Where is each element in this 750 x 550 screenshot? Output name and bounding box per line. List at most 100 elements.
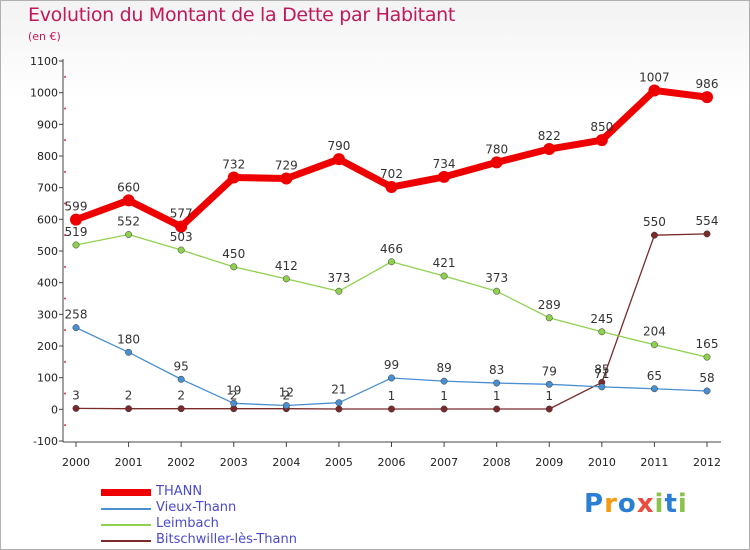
data-label: 1 [388, 389, 396, 403]
data-label: 83 [489, 363, 504, 377]
data-label: 780 [485, 142, 508, 156]
data-point [440, 272, 448, 280]
y-tick-label: 500 [37, 245, 58, 258]
data-label: 1 [545, 389, 553, 403]
data-label: 79 [542, 364, 557, 378]
data-label: 289 [538, 298, 561, 312]
data-label: 2 [230, 389, 238, 403]
legend-swatch [101, 524, 151, 526]
data-point [125, 405, 133, 413]
x-tick-label: 2011 [640, 456, 668, 469]
logo-letter: i [677, 489, 688, 519]
data-label: 577 [170, 207, 193, 221]
x-tick-label: 2008 [483, 456, 511, 469]
data-label: 65 [647, 369, 662, 383]
data-point [388, 258, 395, 266]
data-point [545, 314, 553, 322]
legend-swatch [101, 489, 151, 496]
data-point [703, 353, 711, 361]
logo-letter: i [654, 489, 665, 519]
x-tick-label: 2002 [167, 456, 195, 469]
line-chart: -100010020030040050060070080090010001100… [30, 55, 721, 469]
data-label: 554 [696, 214, 719, 228]
data-label: 3 [72, 388, 80, 402]
data-label: 702 [380, 167, 403, 181]
data-point [388, 374, 395, 382]
data-label: 729 [275, 158, 298, 172]
y-tick-label: 1000 [30, 87, 58, 100]
x-tick-label: 2003 [220, 456, 248, 469]
data-label: 822 [538, 129, 561, 143]
data-point [230, 263, 238, 271]
data-point [388, 405, 395, 413]
data-point [230, 399, 238, 407]
data-point [125, 231, 133, 238]
data-label: 85 [594, 362, 609, 376]
data-point [650, 231, 658, 239]
data-label: 450 [222, 247, 245, 261]
x-tick-label: 2009 [535, 456, 563, 469]
data-point [703, 387, 711, 395]
x-tick-label: 2012 [693, 456, 721, 469]
data-point [122, 194, 135, 207]
x-tick-label: 2005 [325, 456, 353, 469]
data-point [72, 404, 80, 412]
data-label: 12 [279, 386, 294, 400]
data-point [227, 171, 240, 184]
data-point [177, 246, 185, 254]
x-tick-label: 2001 [115, 456, 143, 469]
data-label: 986 [696, 77, 719, 91]
data-point [282, 275, 290, 283]
y-tick-label: 900 [37, 118, 58, 131]
y-tick-label: 700 [37, 182, 58, 195]
data-label: 550 [643, 215, 666, 229]
proxiti-logo: Proxiti [584, 489, 688, 519]
data-label: 1007 [639, 70, 670, 84]
data-point [70, 213, 82, 226]
legend-label: Bitschwiller-lès-Thann [156, 532, 297, 547]
y-minor-dot [64, 424, 66, 427]
unit-label: (en €) [28, 30, 61, 43]
data-point [125, 348, 133, 356]
data-label: 245 [590, 312, 613, 326]
data-point [72, 324, 80, 332]
x-tick-label: 2004 [272, 456, 300, 469]
y-minor-dot [64, 234, 66, 237]
y-minor-dot [64, 329, 66, 332]
y-minor-dot [64, 360, 66, 363]
legend-label: Leimbach [156, 516, 219, 531]
data-label: 466 [380, 242, 403, 256]
data-label: 2 [125, 389, 133, 403]
data-label: 89 [436, 361, 451, 375]
x-tick-label: 2007 [430, 456, 458, 469]
y-tick-label: 1100 [30, 55, 58, 68]
y-tick-label: 600 [37, 213, 58, 226]
data-label: 2 [283, 389, 291, 403]
y-tick-label: 300 [37, 308, 58, 321]
logo-letter: r [604, 489, 618, 519]
y-minor-dot [64, 392, 66, 395]
data-label: 412 [275, 259, 298, 273]
data-label: 421 [433, 256, 456, 270]
data-label: 850 [590, 120, 613, 134]
data-label: 165 [696, 337, 719, 351]
data-point [335, 287, 343, 295]
data-label: 2 [177, 389, 185, 403]
data-point [440, 377, 448, 385]
data-point [72, 241, 80, 249]
data-label: 180 [117, 332, 140, 346]
data-label: 373 [327, 271, 350, 285]
legend-swatch [101, 540, 151, 542]
data-point [543, 143, 556, 156]
y-minor-dot [64, 202, 66, 205]
data-point [282, 402, 290, 409]
data-label: 58 [699, 371, 714, 385]
x-tick-label: 2010 [588, 456, 616, 469]
data-point [175, 220, 188, 233]
data-point [598, 328, 606, 336]
data-point [598, 383, 606, 391]
data-point [595, 134, 608, 147]
data-label: 660 [117, 180, 140, 194]
data-point [440, 405, 448, 413]
